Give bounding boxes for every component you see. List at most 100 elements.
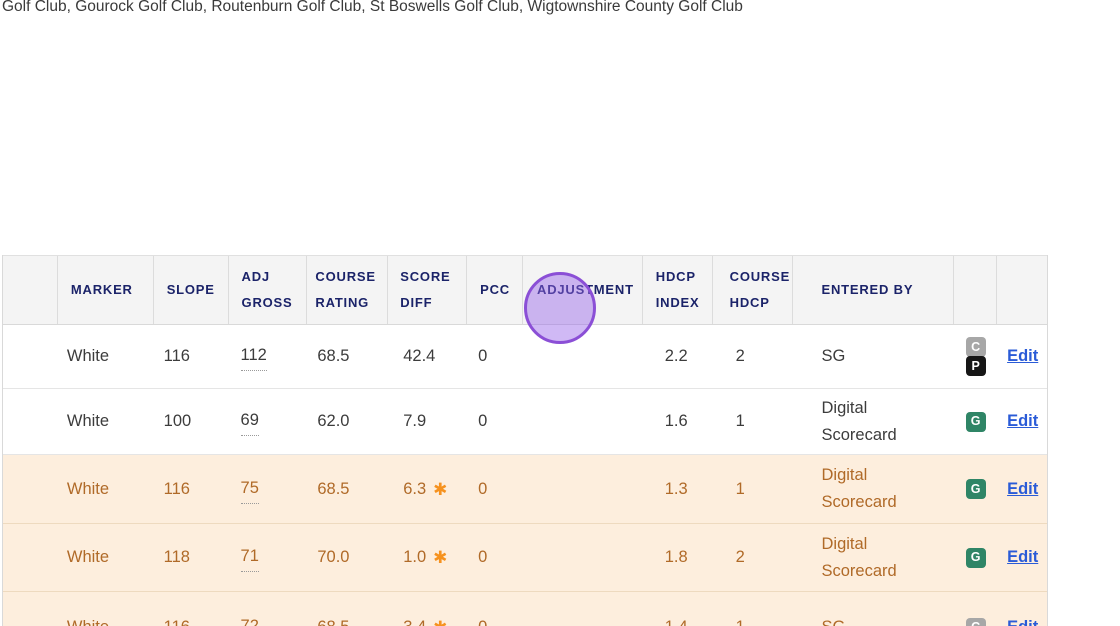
- cell-pcc: 0: [478, 412, 488, 430]
- edit-link[interactable]: Edit: [1007, 614, 1038, 626]
- header-cell-course-hdcp: COURSE HDCP: [713, 256, 793, 324]
- left-clipped-text-fragment: 0: [0, 350, 2, 368]
- header-cell-blank: [3, 256, 58, 324]
- cell-slope: 116: [154, 592, 229, 626]
- header-label: ADJUSTMENT: [537, 282, 634, 297]
- cell-blank: [3, 592, 58, 626]
- cell-course-hdcp: 1: [735, 412, 745, 430]
- cell-adj-gross: 71: [229, 524, 308, 591]
- header-cell-slope: SLOPE: [154, 256, 229, 324]
- score-badge-g[interactable]: G: [965, 547, 986, 568]
- score-row: White 116 112 68.5 42.4 0 2.2 2 SG C P Edit: [3, 325, 1047, 389]
- header-label: HDCP INDEX: [655, 269, 700, 310]
- cell-badges: G: [954, 455, 997, 523]
- header-cell-edit: [997, 256, 1047, 324]
- asterisk-icon: ✱: [433, 479, 448, 499]
- asterisk-icon: ✱: [433, 619, 447, 626]
- cell-course-rating: 62.0: [317, 412, 350, 430]
- entered-by-value: SG: [821, 614, 845, 626]
- cell-hdcp-index: 1.3: [664, 479, 688, 498]
- score-badge-g[interactable]: G: [965, 479, 986, 499]
- cell-pcc: 0: [478, 479, 488, 498]
- header-cell-badges: [954, 256, 998, 324]
- cell-adjustment: [523, 455, 643, 523]
- header-cell-entered-by: ENTERED BY: [793, 256, 955, 324]
- score-diff-value: 6.3: [403, 479, 427, 498]
- cell-edit: Edit: [997, 592, 1047, 626]
- cell-score-diff: 1.0 ✱: [388, 524, 467, 591]
- score-diff-value: 42.4: [403, 347, 436, 365]
- cell-hdcp-index: 1.4: [643, 592, 713, 626]
- cell-slope: 118: [163, 548, 190, 566]
- header-label: PCC: [480, 282, 510, 297]
- cell-adj-gross: 69: [229, 389, 308, 454]
- adj-gross-value[interactable]: 69: [240, 407, 259, 436]
- cell-course-rating: 68.5: [317, 479, 350, 498]
- score-badge-p[interactable]: P: [965, 356, 986, 376]
- cell-pcc: 0: [478, 548, 488, 566]
- header-label: SLOPE: [166, 282, 215, 297]
- cell-marker: White: [66, 412, 110, 430]
- cell-course-rating: 70.0: [317, 548, 350, 566]
- cell-course-rating: 68.5: [317, 347, 350, 365]
- cell-adjustment: [523, 524, 643, 591]
- cell-entered-by: Digital Scorecard: [792, 389, 954, 454]
- edit-link[interactable]: Edit: [1007, 479, 1039, 498]
- score-diff-value: 3.4: [403, 614, 426, 626]
- adj-gross-value[interactable]: 71: [240, 543, 259, 572]
- score-badge-g[interactable]: G: [965, 411, 986, 432]
- entered-by-value: Digital Scorecard: [821, 466, 897, 511]
- cell-pcc: 0: [478, 347, 488, 365]
- cell-badges: G: [954, 524, 997, 591]
- cell-pcc: 0: [467, 592, 523, 626]
- score-badge-c[interactable]: C: [965, 617, 986, 626]
- header-label: COURSE HDCP: [729, 269, 791, 310]
- header-cell-hdcp-index: HDCP INDEX: [643, 256, 713, 324]
- cell-course-hdcp: 2: [735, 548, 745, 566]
- cell-slope: 116: [163, 479, 190, 498]
- cell-score-diff: 6.3 ✱: [388, 455, 467, 523]
- header-cell-score-diff: SCORE DIFF: [388, 256, 468, 324]
- table-body: White 116 112 68.5 42.4 0 2.2 2 SG C P Edit White 100…: [3, 325, 1047, 626]
- cell-marker: White: [66, 548, 110, 566]
- edit-link[interactable]: Edit: [1007, 548, 1039, 566]
- edit-link[interactable]: Edit: [1007, 347, 1039, 365]
- cell-slope: 116: [163, 347, 190, 365]
- cell-badges: C: [954, 592, 997, 626]
- cell-course-hdcp: 1: [735, 479, 745, 498]
- adj-gross-value[interactable]: 75: [240, 475, 259, 504]
- asterisk-icon: ✱: [433, 548, 448, 567]
- cell-blank: [3, 524, 58, 591]
- cell-blank: [3, 325, 58, 388]
- entered-by-value: SG: [821, 347, 846, 365]
- header-label: SCORE DIFF: [400, 269, 451, 310]
- course-list-text: Golf Club, Gourock Golf Club, Routenburn…: [2, 0, 743, 15]
- cell-edit: Edit: [997, 524, 1047, 591]
- entered-by-value: Digital Scorecard: [821, 398, 897, 444]
- cell-entered-by: Digital Scorecard: [792, 455, 954, 523]
- header-label: ADJ GROSS: [241, 269, 293, 310]
- score-row: White 116 75 68.5 6.3 ✱ 0 1.3 1 Digital Scorecard…: [3, 455, 1047, 524]
- adj-gross-value[interactable]: 112: [240, 342, 267, 371]
- left-clipped-text-fragment: 0: [0, 482, 2, 500]
- cell-hdcp-index: 1.8: [664, 548, 688, 566]
- scores-table: MARKER SLOPE ADJ GROSS COURSE RATING SCORE D…: [2, 255, 1048, 626]
- cell-blank: [3, 389, 58, 454]
- cell-course-hdcp: 2: [735, 347, 745, 365]
- edit-link[interactable]: Edit: [1007, 412, 1039, 430]
- cell-edit: Edit: [997, 389, 1047, 454]
- score-badge-c[interactable]: C: [965, 337, 986, 357]
- cell-blank: [3, 455, 58, 523]
- score-row: White 118 71 70.0 1.0 ✱ 0 1.8 2 Digital Scorecard…: [3, 524, 1047, 592]
- cell-marker: White: [66, 347, 110, 365]
- left-clipped-text-fragment: 0: [0, 606, 2, 624]
- adj-gross-value[interactable]: 72: [241, 613, 259, 626]
- score-diff-value: 7.9: [403, 412, 427, 430]
- header-label: COURSE RATING: [315, 269, 376, 310]
- cell-score-diff: 7.9: [388, 389, 467, 454]
- table-header-row: MARKER SLOPE ADJ GROSS COURSE RATING SCORE D…: [3, 255, 1047, 325]
- cell-course-rating: 68.5: [307, 592, 388, 626]
- header-cell-adj-gross: ADJ GROSS: [229, 256, 308, 324]
- cell-adjustment: [523, 325, 643, 388]
